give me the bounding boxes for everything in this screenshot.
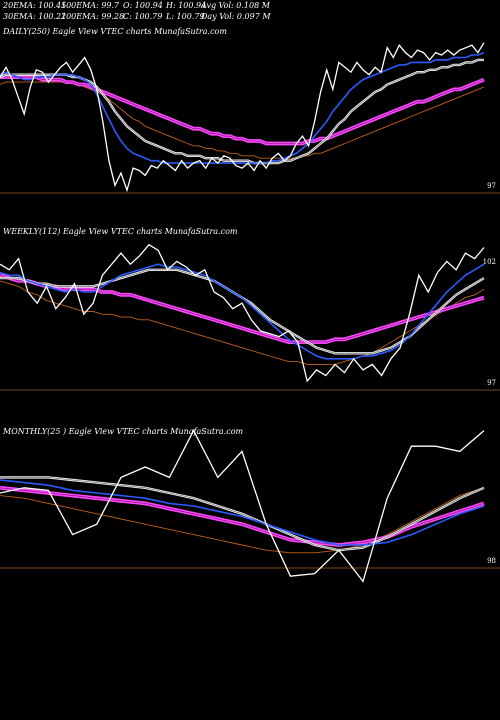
price-line xyxy=(0,42,485,193)
reference-label: 97 xyxy=(487,182,496,190)
header-ema20: 20EMA: 100.45 xyxy=(3,1,67,10)
ema30-line-inner xyxy=(0,477,485,551)
ema100-line xyxy=(0,81,485,159)
ema200-line-inner xyxy=(0,76,485,144)
header-low: L: 100.79 xyxy=(166,12,205,21)
ema100-line xyxy=(0,280,485,365)
ema20-line xyxy=(0,263,485,360)
ema200-line-inner xyxy=(0,275,485,343)
ema30-line-inner xyxy=(0,269,485,354)
chart-title: DAILY(250) Eagle View VTEC charts Munafa… xyxy=(2,27,227,36)
chart-title: WEEKLY(112) Eagle View VTEC charts Munaf… xyxy=(3,227,238,236)
reference-label: 97 xyxy=(487,379,496,387)
top-price-label: 102 xyxy=(483,258,496,266)
price-line xyxy=(0,429,485,583)
chart-panel-2: WEEKLY(112) Eagle View VTEC charts Munaf… xyxy=(0,227,500,391)
header-ema30: 30EMA: 100.21 xyxy=(3,12,67,21)
ema100-line xyxy=(0,487,485,554)
header-ema200: 200EMA: 99.28 xyxy=(61,12,125,21)
header-close: C: 100.79 xyxy=(123,12,163,21)
ema30-line-outer xyxy=(0,268,485,355)
ema200-line-outer xyxy=(0,75,485,146)
header-ema100: 100EMA: 99.7 xyxy=(61,1,120,10)
header-high: H: 100.94 xyxy=(166,1,207,10)
ema20-line xyxy=(0,51,485,164)
ema200-line-inner xyxy=(0,487,485,546)
reference-label: 98 xyxy=(487,557,496,565)
chart-title: MONTHLY(25 ) Eagle View VTEC charts Muna… xyxy=(2,427,244,436)
header-avg-vol: Avg Vol: 0.108 M xyxy=(201,1,270,10)
header-open: O: 100.94 xyxy=(123,1,163,10)
price-line xyxy=(0,243,485,383)
chart-panel-1: DAILY(250) Eagle View VTEC charts Munafa… xyxy=(0,27,500,194)
header-day-vol: Day Vol: 0.097 M xyxy=(201,12,271,21)
ema20-line xyxy=(0,479,485,546)
chart-panel-3: MONTHLY(25 ) Eagle View VTEC charts Muna… xyxy=(0,427,500,583)
